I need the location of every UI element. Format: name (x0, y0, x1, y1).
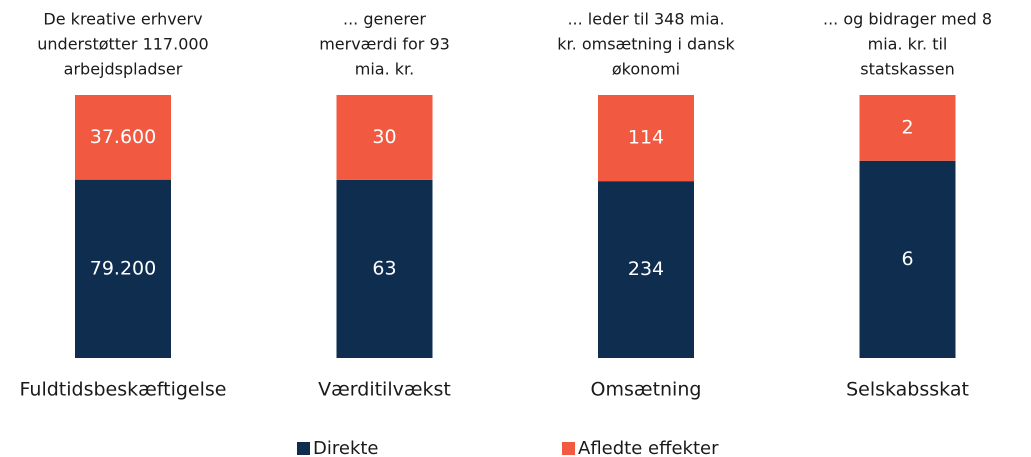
category-label: Omsætning (591, 379, 702, 401)
bar-segment (336, 95, 433, 180)
category-label: Selskabsskat (846, 379, 969, 401)
annotation: De kreative erhverv (43, 10, 202, 29)
bar-segment (598, 181, 694, 358)
value-label: 114 (628, 127, 664, 149)
annotation: mia. kr. (355, 60, 414, 79)
value-label: 30 (372, 126, 396, 148)
legend-label: Direkte (313, 438, 379, 457)
annotation: understøtter 117.000 (37, 35, 208, 54)
bar-segment (336, 179, 433, 358)
value-label: 63 (372, 257, 396, 279)
annotation: arbejdspladser (64, 60, 183, 79)
annotation: kr. omsætning i dansk (557, 35, 735, 54)
category-label: Fuldtidsbeskæftigelse (20, 379, 227, 401)
value-label: 79.200 (90, 257, 156, 279)
legend-label: Afledte effekter (578, 438, 719, 457)
annotation: statskassen (860, 60, 954, 79)
annotation: ... leder til 348 mia. (567, 10, 724, 29)
bar-segment (75, 95, 171, 180)
value-label: 6 (901, 248, 913, 270)
value-label: 234 (628, 258, 664, 280)
value-label: 37.600 (90, 126, 156, 148)
category-label: Værditilvækst (318, 379, 451, 401)
legend-swatch (297, 442, 310, 455)
bar-segment (859, 95, 956, 161)
annotation: økonomi (612, 60, 680, 79)
bar-segment (859, 160, 956, 358)
value-label: 2 (901, 116, 913, 138)
annotation: merværdi for 93 (319, 35, 450, 54)
annotation: mia. kr. til (868, 35, 948, 54)
annotation: ... generer (343, 10, 426, 29)
annotation: ... og bidrager med 8 (823, 10, 992, 29)
legend-swatch (562, 442, 575, 455)
bar-segment (75, 179, 171, 358)
bar-segment (598, 95, 694, 182)
